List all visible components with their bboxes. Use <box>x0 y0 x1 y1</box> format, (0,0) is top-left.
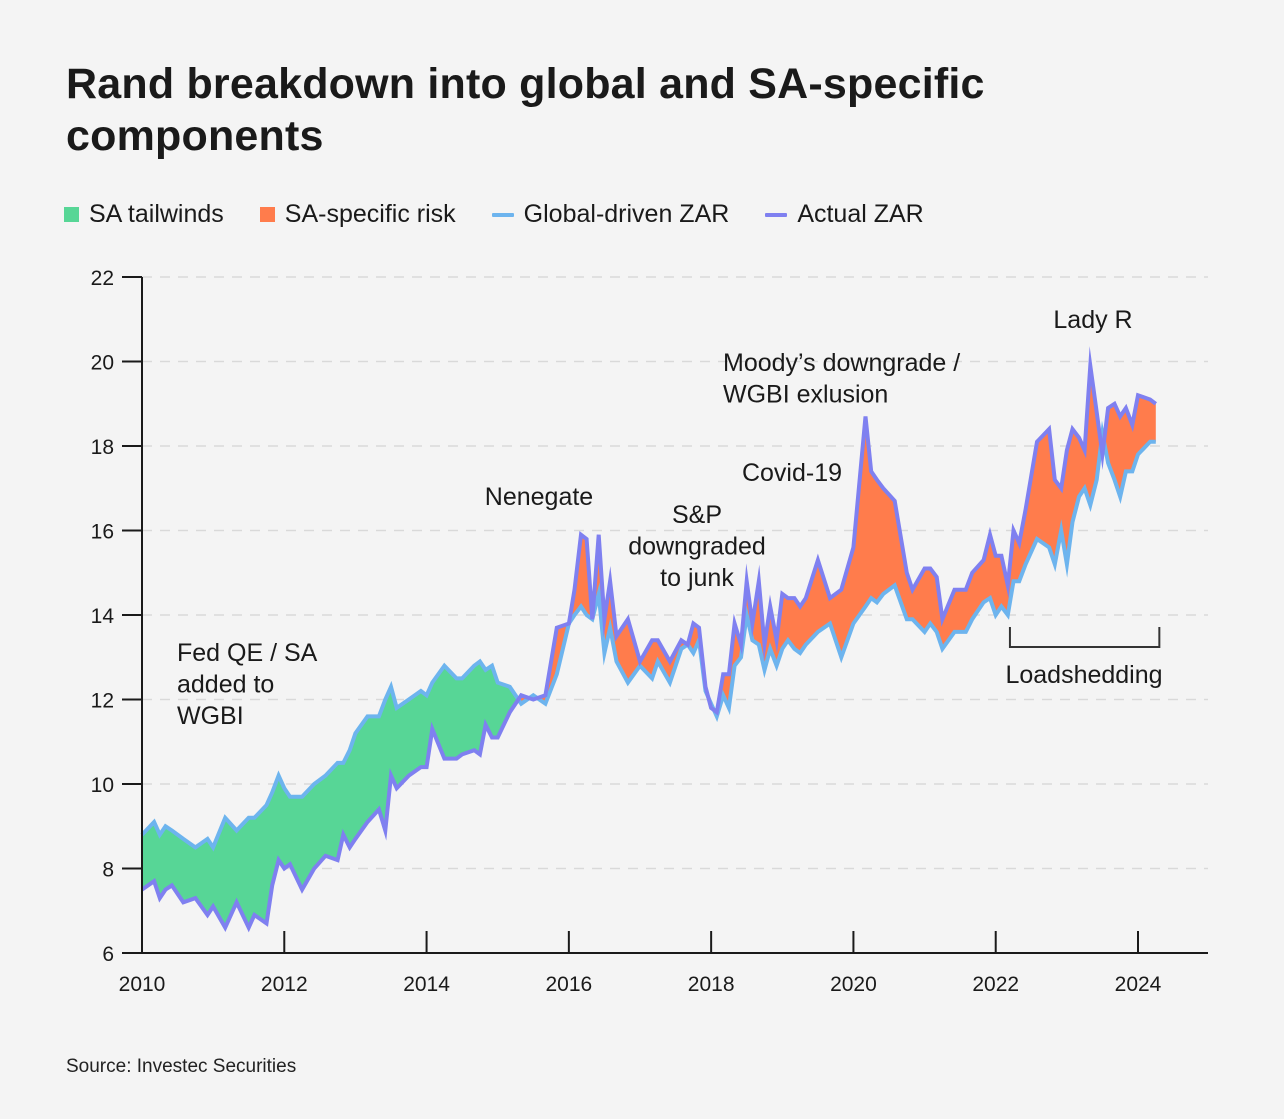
legend-item-global-driven-zar: Global-driven ZAR <box>491 200 730 229</box>
annotation-line: Nenegate <box>485 483 593 511</box>
area-sa-specific-risk <box>714 365 1102 717</box>
annotation-line: Moody’s downgrade / <box>723 349 960 377</box>
annotation-line: Covid-19 <box>742 459 842 487</box>
legend: SA tailwinds SA-specific risk Global-dri… <box>64 200 960 229</box>
series-lines <box>140 346 1158 933</box>
annotation-label: Nenegate <box>485 483 593 511</box>
area-sa-specific-risk <box>687 623 709 698</box>
annotation-label: S&P downgraded to junk <box>628 501 766 592</box>
y-tick-label: 12 <box>91 690 114 713</box>
annotation-line: S&P <box>672 501 722 529</box>
annotation-line: Fed QE / SA <box>177 639 318 667</box>
annotation-label: Covid-19 <box>742 459 842 487</box>
legend-item-actual-zar: Actual ZAR <box>765 200 924 229</box>
legend-swatch-sa-tailwinds <box>64 207 79 222</box>
annotation-line: WGBI exlusion <box>723 381 888 409</box>
x-tick-label: 2014 <box>403 973 450 996</box>
y-tick-label: 16 <box>91 521 114 544</box>
annotation-line: Loadshedding <box>1005 661 1162 689</box>
y-tick-label: 20 <box>91 352 114 375</box>
y-tick-label: 10 <box>91 774 114 797</box>
annotation-line: added to <box>177 671 274 699</box>
legend-label-actual-zar: Actual ZAR <box>797 200 924 228</box>
y-tick-label: 14 <box>91 605 115 628</box>
area-sa-specific-risk <box>592 534 688 683</box>
legend-item-sa-specific-risk: SA-specific risk <box>259 200 456 229</box>
legend-swatch-sa-specific-risk <box>259 207 275 222</box>
area-sa-tailwinds <box>142 661 519 928</box>
annotations: Fed QE / SA added to WGBI Nenegate S&P downgr… <box>177 306 1163 730</box>
legend-label-global-driven-zar: Global-driven ZAR <box>523 200 730 228</box>
legend-swatch-global-driven-zar <box>491 212 514 217</box>
x-tick-label: 2016 <box>545 973 592 996</box>
annotation-label: Lady R <box>1053 306 1132 334</box>
x-tick-label: 2024 <box>1115 973 1162 996</box>
x-tick-label: 2010 <box>119 973 166 996</box>
area-fills <box>142 365 1156 928</box>
line-actual-zar <box>140 346 1158 933</box>
x-tick-label: 2022 <box>972 973 1019 996</box>
loadshedding-bracket <box>1008 627 1161 648</box>
y-tick-label: 8 <box>102 859 114 882</box>
chart-title: Rand breakdown into global and SA-specif… <box>66 60 985 160</box>
annotation-line: downgraded <box>628 533 766 561</box>
y-tick-label: 6 <box>102 943 114 966</box>
annotation-label: Fed QE / SA added to WGBI <box>177 639 318 730</box>
legend-item-sa-tailwinds: SA tailwinds <box>64 200 224 229</box>
x-tick-label: 2012 <box>261 973 308 996</box>
legend-swatch-actual-zar <box>765 212 788 217</box>
annotation-line: WGBI <box>177 702 244 730</box>
legend-label-sa-specific-risk: SA-specific risk <box>284 200 456 228</box>
x-tick-label: 2018 <box>688 973 735 996</box>
area-sa-specific-risk <box>1104 395 1156 497</box>
annotation-label: Moody’s downgrade / WGBI exlusion <box>723 349 960 409</box>
y-tick-label: 18 <box>91 436 114 459</box>
annotation-label: Loadshedding <box>1005 661 1162 689</box>
area-sa-specific-risk <box>537 623 569 704</box>
legend-label-sa-tailwinds: SA tailwinds <box>89 200 224 228</box>
annotation-line: Lady R <box>1053 306 1132 334</box>
annotation-line: to junk <box>660 564 734 592</box>
source-note: Source: Investec Securities <box>66 1056 297 1077</box>
x-tick-label: 2020 <box>830 973 877 996</box>
line-global-driven-zar <box>140 420 1156 852</box>
y-tick-label: 22 <box>91 267 114 290</box>
